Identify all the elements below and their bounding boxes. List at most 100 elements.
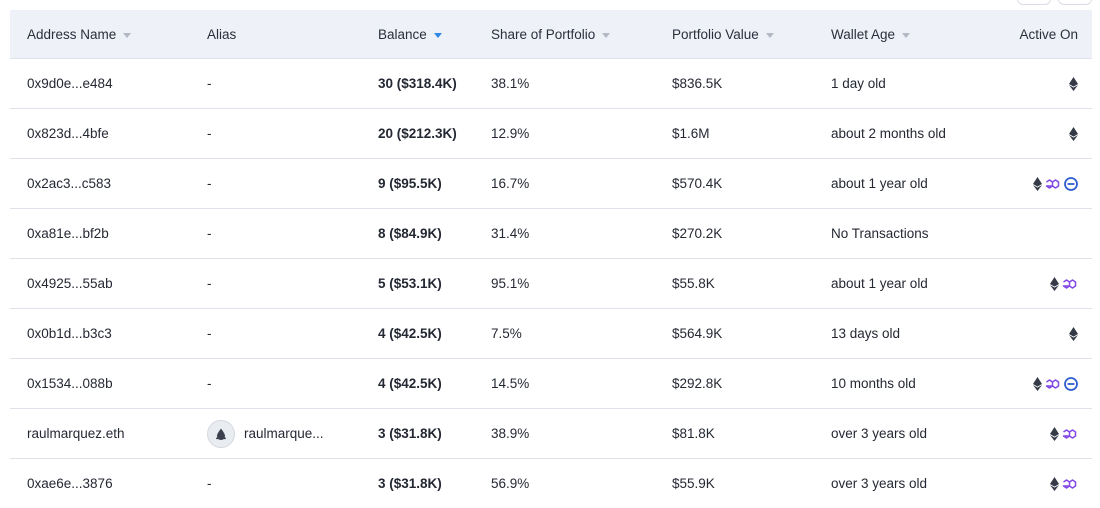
pagination-next-button[interactable] [1058,0,1092,5]
address-name[interactable]: raulmarquez.eth [27,426,125,441]
share-cell: 95.1% [491,276,530,291]
pagination-prev-button[interactable] [1017,0,1051,5]
share-cell: 16.7% [491,176,530,191]
alias-cell: - [207,476,212,491]
ethereum-icon [1069,326,1078,341]
wallet-age-cell: about 1 year old [831,276,928,291]
table-row[interactable]: 0x9d0e...e484 - 30 ($318.4K) 38.1% $836.… [10,59,1092,109]
table-row[interactable]: raulmarquez.eth raulmarque... 3 ($31.8K)… [10,409,1092,459]
alias-text: - [207,376,212,391]
base-icon [1064,376,1078,391]
table-body: 0x9d0e...e484 - 30 ($318.4K) 38.1% $836.… [10,59,1092,508]
balance-cell: 3 ($31.8K) [378,476,442,491]
col-share[interactable]: Share of Portfolio [491,27,611,42]
base-icon [1064,176,1078,191]
col-active-on: Active On [1019,26,1078,42]
share-cell: 38.9% [491,426,530,441]
portfolio-value-cell: $292.8K [672,376,723,391]
ethereum-icon [1033,176,1042,191]
balance-cell: 9 ($95.5K) [378,176,442,191]
wallet-age-cell: 13 days old [831,326,901,341]
active-on-cell [1066,76,1078,91]
portfolio-value-cell: $836.5K [672,76,723,91]
sort-caret-active-icon [433,32,442,38]
balance-cell: 8 ($84.9K) [378,226,442,241]
table-row[interactable]: 0x4925...55ab - 5 ($53.1K) 95.1% $55.8K … [10,259,1092,309]
address-name[interactable]: 0x9d0e...e484 [27,76,113,91]
alias-text: - [207,276,212,291]
balance-cell: 30 ($318.4K) [378,76,457,91]
wallet-age-cell: No Transactions [831,226,929,241]
active-on-cell [1066,126,1078,141]
ens-avatar-icon [207,419,235,448]
polygon-icon [1062,428,1078,440]
alias-text[interactable]: raulmarque... [244,426,324,441]
col-alias: Alias [207,26,237,42]
share-cell: 31.4% [491,226,530,241]
active-on-cell [1047,426,1078,441]
share-cell: 7.5% [491,326,522,341]
address-name[interactable]: 0x1534...088b [27,376,113,391]
table-row[interactable]: 0x0b1d...b3c3 - 4 ($42.5K) 7.5% $564.9K … [10,309,1092,359]
wallet-age-cell: over 3 years old [831,426,928,441]
table-row[interactable]: 0x2ac3...c583 - 9 ($95.5K) 16.7% $570.4K… [10,159,1092,209]
wallet-age-cell: 1 day old [831,76,886,91]
active-on-cell [1066,326,1078,341]
address-name[interactable]: 0x0b1d...b3c3 [27,326,112,341]
wallets-table: Address Name Alias Balance Share of Port… [10,10,1092,508]
polygon-icon [1045,378,1061,390]
table-header: Address Name Alias Balance Share of Port… [10,10,1092,59]
alias-cell: raulmarque... [207,419,324,448]
share-cell: 56.9% [491,476,530,491]
table-row[interactable]: 0xa81e...bf2b - 8 ($84.9K) 31.4% $270.2K… [10,209,1092,259]
portfolio-value-cell: $1.6M [672,126,710,141]
table-row[interactable]: 0x1534...088b - 4 ($42.5K) 14.5% $292.8K… [10,359,1092,409]
ethereum-icon [1033,376,1042,391]
active-on-cell [1030,376,1078,391]
balance-cell: 20 ($212.3K) [378,126,457,141]
col-portfolio-value[interactable]: Portfolio Value [672,27,774,42]
address-name[interactable]: 0xa81e...bf2b [27,226,109,241]
address-name[interactable]: 0x4925...55ab [27,276,113,291]
ethereum-icon [1050,476,1059,491]
active-on-cell [1047,276,1078,291]
alias-text: - [207,176,212,191]
alias-cell: - [207,126,212,141]
alias-cell: - [207,376,212,391]
portfolio-value-cell: $270.2K [672,226,723,241]
share-cell: 14.5% [491,376,530,391]
table-row[interactable]: 0xae6e...3876 - 3 ($31.8K) 56.9% $55.9K … [10,459,1092,508]
sort-caret-icon [602,32,611,38]
wallet-age-cell: 10 months old [831,376,916,391]
col-balance[interactable]: Balance [378,27,442,42]
balance-cell: 3 ($31.8K) [378,426,442,441]
active-on-cell [1030,176,1078,191]
col-wallet-age[interactable]: Wallet Age [831,27,911,42]
active-on-cell [1047,476,1078,491]
sort-caret-icon [123,32,132,38]
alias-cell: - [207,326,212,341]
address-name[interactable]: 0xae6e...3876 [27,476,113,491]
sort-caret-icon [902,32,911,38]
alias-cell: - [207,276,212,291]
alias-text: - [207,76,212,91]
ethereum-icon [1069,126,1078,141]
sort-caret-icon [765,32,774,38]
polygon-icon [1062,478,1078,490]
ethereum-icon [1069,76,1078,91]
ethereum-icon [1050,276,1059,291]
table-row[interactable]: 0x823d...4bfe - 20 ($212.3K) 12.9% $1.6M… [10,109,1092,159]
alias-cell: - [207,176,212,191]
share-cell: 12.9% [491,126,530,141]
portfolio-value-cell: $570.4K [672,176,723,191]
address-name[interactable]: 0x823d...4bfe [27,126,109,141]
portfolio-value-cell: $81.8K [672,426,715,441]
alias-text: - [207,326,212,341]
col-address-name[interactable]: Address Name [27,27,132,42]
portfolio-value-cell: $564.9K [672,326,723,341]
balance-cell: 4 ($42.5K) [378,376,442,391]
ethereum-icon [1050,426,1059,441]
portfolio-value-cell: $55.8K [672,276,715,291]
address-name[interactable]: 0x2ac3...c583 [27,176,112,191]
alias-text: - [207,126,212,141]
